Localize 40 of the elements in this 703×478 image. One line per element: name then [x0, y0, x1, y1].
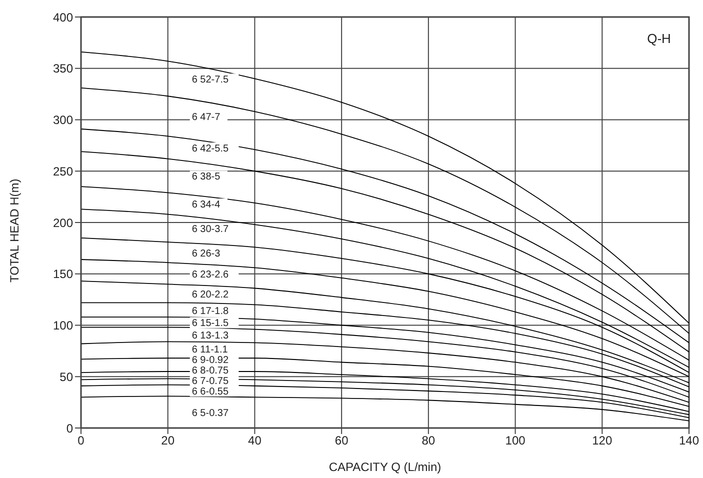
- y-tick-label: 100: [52, 318, 74, 333]
- series-label: 6 20-2.2: [192, 289, 229, 300]
- series-label: 6 26-3: [192, 248, 221, 260]
- series-label: 6 34-4: [192, 199, 221, 210]
- x-tick-label: 0: [78, 434, 85, 448]
- x-axis-title: CAPACITY Q (L/min): [328, 460, 442, 474]
- y-axis-title: TOTAL HEAD H(m): [7, 178, 22, 282]
- series-label: 6 47-7: [192, 112, 221, 124]
- y-tick-label: 0: [66, 421, 74, 436]
- series-label: 6 11-1.1: [192, 344, 228, 356]
- series-label: 6 6-0.55: [192, 386, 229, 398]
- x-tick-label: 40: [248, 434, 262, 448]
- series-label: 6 9-0.92: [192, 354, 229, 366]
- series-label: 6 38-5: [192, 172, 221, 183]
- line-series: [81, 384, 689, 418]
- series-label: 6 42-5.5: [192, 143, 229, 154]
- series-label: 6 13-1.3: [192, 330, 229, 342]
- y-tick-label: 50: [60, 370, 74, 384]
- x-tick-label: 140: [678, 434, 700, 448]
- y-tick-label: 350: [52, 62, 74, 76]
- series-label: 6 8-0.75: [192, 365, 229, 376]
- x-tick-label: 100: [505, 434, 526, 448]
- x-tick-label: 60: [334, 434, 349, 448]
- y-tick-label: 200: [52, 216, 74, 230]
- series-label: 6 15-1.5: [192, 318, 229, 330]
- series-label: 6 23-2.6: [192, 269, 229, 280]
- y-tick-label: 300: [52, 113, 74, 128]
- series-label: 6 5-0.37: [192, 408, 229, 420]
- series-label: 6 30-3.7: [192, 224, 229, 236]
- x-tick-label: 20: [161, 434, 175, 448]
- series-label: 6 7-0.75: [192, 376, 229, 387]
- y-tick-label: 150: [52, 267, 74, 282]
- text: Q-H: [647, 31, 671, 46]
- x-tick-label: 80: [422, 434, 436, 448]
- x-tick-label: 120: [592, 434, 612, 448]
- y-tick-label: 250: [52, 164, 74, 178]
- y-tick-label: 400: [52, 10, 74, 24]
- series-label: 6 17-1.8: [192, 306, 229, 317]
- line-series: [81, 396, 689, 422]
- series-label: 6 52-7.5: [192, 74, 229, 86]
